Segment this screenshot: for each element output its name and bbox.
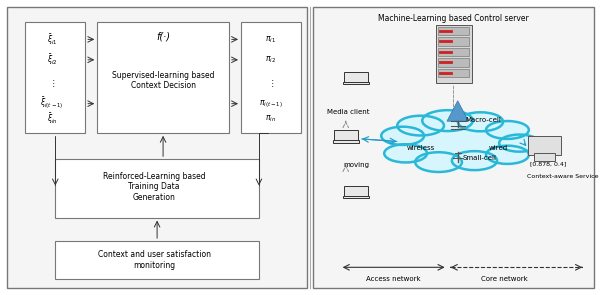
Text: $\pi_{i1}$: $\pi_{i1}$: [266, 34, 276, 45]
FancyBboxPatch shape: [344, 186, 368, 196]
FancyBboxPatch shape: [534, 153, 555, 161]
Ellipse shape: [384, 144, 427, 163]
Text: Machine-Learning based Control server: Machine-Learning based Control server: [378, 14, 529, 23]
FancyBboxPatch shape: [438, 58, 469, 67]
Ellipse shape: [401, 123, 518, 161]
Text: Access network: Access network: [367, 276, 421, 282]
Text: Context and user satisfaction
monitoring: Context and user satisfaction monitoring: [98, 250, 210, 270]
FancyBboxPatch shape: [7, 7, 307, 288]
FancyBboxPatch shape: [241, 22, 301, 133]
Polygon shape: [447, 101, 469, 121]
Text: moving: moving: [343, 162, 369, 168]
Text: Macro-cell: Macro-cell: [466, 117, 501, 123]
FancyBboxPatch shape: [55, 159, 259, 218]
Text: $\pi_{i(t-1)}$: $\pi_{i(t-1)}$: [259, 98, 283, 109]
FancyBboxPatch shape: [334, 130, 358, 141]
FancyBboxPatch shape: [438, 48, 469, 56]
FancyBboxPatch shape: [55, 241, 259, 279]
Text: $\pi_{in}$: $\pi_{in}$: [265, 113, 276, 124]
FancyBboxPatch shape: [25, 22, 85, 133]
Text: Supervised-learning based
Context Decision: Supervised-learning based Context Decisi…: [112, 71, 215, 90]
FancyBboxPatch shape: [344, 72, 368, 82]
Text: wireless: wireless: [407, 145, 435, 150]
FancyBboxPatch shape: [97, 22, 229, 133]
Text: wired: wired: [489, 145, 508, 150]
FancyBboxPatch shape: [438, 37, 469, 45]
Text: $\pi_{i2}$: $\pi_{i2}$: [266, 55, 276, 65]
Text: f(·): f(·): [156, 32, 170, 42]
Text: [0.878, 0.4]: [0.878, 0.4]: [530, 161, 566, 166]
Text: $\bar{\xi}_{i2}$: $\bar{\xi}_{i2}$: [47, 53, 58, 67]
Text: Context-aware Service: Context-aware Service: [527, 174, 598, 179]
Text: $\bar{\xi}_{i1}$: $\bar{\xi}_{i1}$: [47, 32, 58, 47]
Ellipse shape: [499, 135, 539, 152]
Ellipse shape: [423, 110, 473, 131]
FancyBboxPatch shape: [343, 196, 369, 199]
Ellipse shape: [452, 151, 497, 170]
Text: Core network: Core network: [481, 276, 528, 282]
Text: Media client: Media client: [327, 109, 370, 115]
FancyBboxPatch shape: [343, 82, 369, 84]
Ellipse shape: [415, 152, 462, 172]
Text: $\vdots$: $\vdots$: [268, 78, 274, 89]
Ellipse shape: [458, 112, 503, 131]
Ellipse shape: [486, 146, 529, 164]
Text: Small-cell: Small-cell: [462, 155, 496, 161]
FancyBboxPatch shape: [438, 69, 469, 77]
FancyBboxPatch shape: [313, 7, 594, 288]
Text: $\bar{\xi}_{in}$: $\bar{\xi}_{in}$: [47, 111, 58, 126]
FancyBboxPatch shape: [435, 25, 472, 83]
Ellipse shape: [381, 127, 424, 145]
Text: Reinforced-Learning based
Training Data
Generation: Reinforced-Learning based Training Data …: [103, 172, 205, 202]
Ellipse shape: [397, 116, 444, 135]
Text: $\bar{\xi}_{i(t-1)}$: $\bar{\xi}_{i(t-1)}$: [41, 96, 64, 112]
FancyBboxPatch shape: [438, 27, 469, 35]
Text: $\vdots$: $\vdots$: [49, 78, 55, 89]
Ellipse shape: [486, 121, 529, 139]
FancyBboxPatch shape: [528, 136, 561, 155]
FancyBboxPatch shape: [333, 140, 359, 143]
